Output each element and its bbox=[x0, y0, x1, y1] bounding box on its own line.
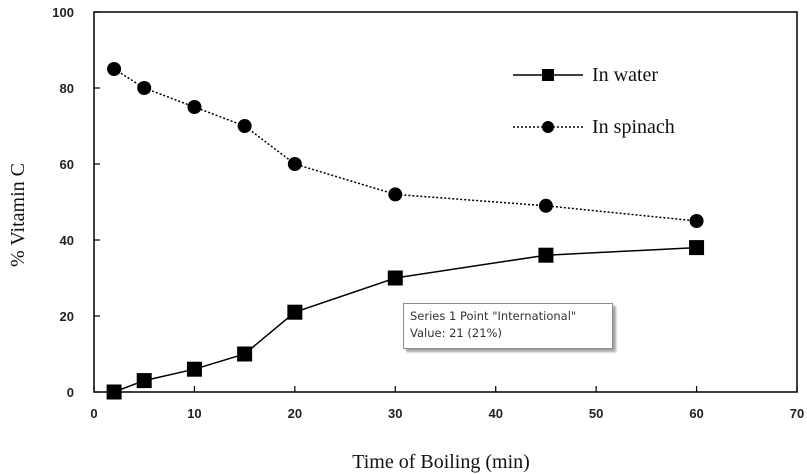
data-point-in-spinach bbox=[237, 119, 252, 133]
x-tick-label: 20 bbox=[288, 406, 302, 421]
legend-marker-circle bbox=[542, 121, 554, 133]
y-tick-label: 80 bbox=[60, 81, 74, 96]
data-point-in-spinach bbox=[107, 62, 122, 76]
x-tick-label: 50 bbox=[589, 406, 603, 421]
tooltip-series-point: Series 1 Point "International" bbox=[410, 309, 577, 323]
tick-labels: 0 10 20 30 40 50 60 70 0 20 40 60 80 100 bbox=[52, 5, 804, 421]
x-tick-label: 60 bbox=[689, 406, 703, 421]
data-point-in-spinach bbox=[388, 187, 403, 202]
legend: In water In spinach bbox=[513, 64, 675, 138]
data-point-in-water bbox=[387, 270, 403, 286]
series-layer bbox=[106, 62, 705, 400]
y-tick-label: 100 bbox=[52, 5, 74, 20]
data-point-in-water bbox=[136, 373, 152, 389]
legend-label-in-water: In water bbox=[592, 64, 658, 86]
y-axis-title: % Vitamin C bbox=[7, 163, 29, 267]
data-point-tooltip: Series 1 Point "International" Value: 21… bbox=[403, 303, 613, 349]
y-tick-label: 20 bbox=[60, 309, 74, 324]
data-point-in-water bbox=[106, 384, 122, 400]
legend-label-in-spinach: In spinach bbox=[592, 116, 675, 138]
y-tick-label: 0 bbox=[67, 385, 74, 400]
x-axis-title: Time of Boiling (min) bbox=[352, 451, 530, 473]
x-tick-label: 70 bbox=[790, 406, 804, 421]
y-tick-label: 60 bbox=[60, 157, 74, 172]
data-point-in-water bbox=[186, 361, 202, 377]
x-tick-label: 0 bbox=[90, 406, 97, 421]
data-point-in-water bbox=[689, 240, 705, 256]
legend-marker-square bbox=[542, 69, 554, 81]
plot-frame bbox=[93, 11, 798, 393]
data-point-in-spinach bbox=[689, 214, 704, 228]
data-point-in-water bbox=[287, 304, 303, 320]
y-tick-label: 40 bbox=[60, 233, 74, 248]
data-point-in-spinach bbox=[538, 198, 553, 213]
series-line-in-spinach bbox=[113, 68, 697, 222]
data-point-in-water bbox=[237, 346, 253, 362]
tooltip-value: Value: 21 (21%) bbox=[410, 326, 502, 340]
data-point-in-water bbox=[538, 247, 554, 263]
data-point-in-spinach bbox=[187, 100, 202, 114]
x-tick-label: 10 bbox=[187, 406, 201, 421]
data-point-in-spinach bbox=[287, 157, 302, 171]
x-tick-label: 40 bbox=[488, 406, 502, 421]
x-tick-label: 30 bbox=[388, 406, 402, 421]
axes bbox=[93, 11, 798, 393]
series-line-in-water bbox=[113, 246, 697, 393]
data-point-in-spinach bbox=[137, 81, 152, 95]
